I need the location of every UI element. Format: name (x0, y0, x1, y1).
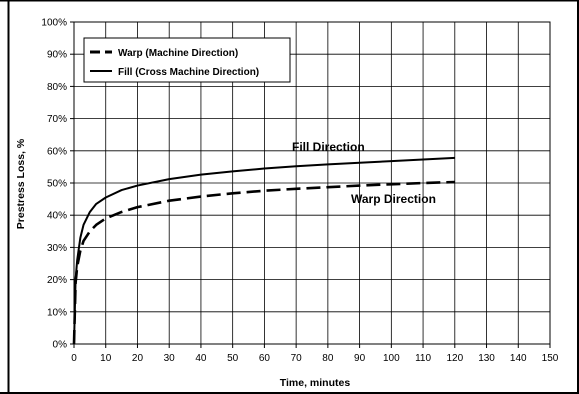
x-tick-label: 120 (446, 353, 463, 364)
plot-area-border (73, 21, 551, 345)
x-tick-label: 30 (164, 353, 176, 364)
tick-labels: 0 10 20 30 40 50 60 70 80 90 100 110 120 130 140 150 0% 1… (41, 18, 558, 365)
y-tick-label: 0% (53, 340, 68, 351)
legend: Warp (Machine Direction) Fill (Cross Mac… (83, 37, 291, 83)
y-tick-label: 20% (47, 275, 67, 286)
x-tick-label: 40 (195, 353, 207, 364)
legend-label-fill: Fill (Cross Machine Direction) (118, 67, 259, 78)
x-tick-label: 80 (322, 353, 334, 364)
x-tick-label: 100 (383, 353, 400, 364)
y-tick-label: 80% (47, 82, 67, 93)
x-tick-label: 110 (415, 353, 431, 364)
legend-label-warp: Warp (Machine Direction) (118, 48, 238, 59)
y-axis-title: Prestress Loss, % (15, 138, 27, 229)
x-tick-label: 60 (259, 353, 271, 364)
legend-box (83, 37, 291, 83)
annotation-fill-direction: Fill Direction (292, 140, 365, 154)
x-tick-label: 130 (478, 353, 495, 364)
y-tick-label: 40% (47, 211, 67, 222)
y-tick-label: 60% (47, 146, 67, 157)
series-lines (72, 156, 455, 345)
y-tick-label: 90% (47, 50, 67, 61)
y-tick-label: 100% (41, 18, 67, 29)
y-tick-label: 30% (47, 243, 67, 254)
x-axis-title: Time, minutes (280, 377, 351, 389)
x-tick-label: 0 (71, 353, 77, 364)
series-line-warp (72, 180, 455, 345)
x-tick-label: 50 (227, 353, 239, 364)
x-tick-label: 150 (542, 353, 559, 364)
y-tick-label: 50% (47, 179, 67, 190)
y-tick-label: 10% (47, 307, 67, 318)
x-tick-label: 90 (354, 353, 366, 364)
x-tick-label: 140 (510, 353, 527, 364)
x-tick-label: 70 (291, 353, 303, 364)
x-tick-label: 20 (132, 353, 144, 364)
annotation-warp-direction: Warp Direction (351, 192, 436, 206)
x-tick-label: 10 (100, 353, 112, 364)
y-tick-label: 70% (47, 114, 67, 125)
series-line-fill (73, 156, 455, 345)
